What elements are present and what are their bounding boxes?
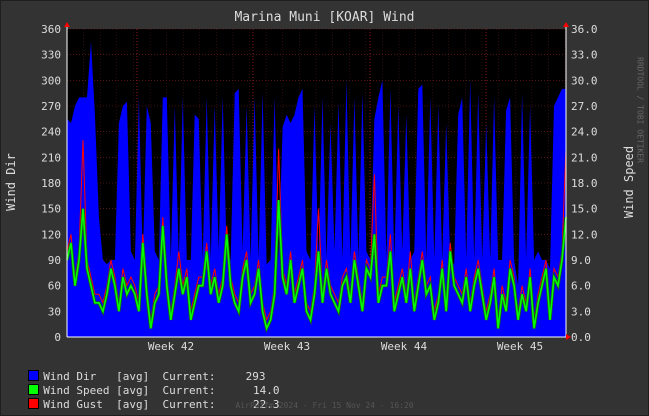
y-tick-label-left: 300	[41, 74, 61, 87]
y-axis-right-arrow-icon	[563, 22, 569, 27]
y-tick-label-left: 330	[41, 49, 61, 62]
x-axis-arrow-icon	[566, 334, 571, 340]
legend-current-value: 14.0	[252, 384, 280, 397]
y-tick-label-left: 240	[41, 126, 61, 139]
y-tick-label-right: 15.0	[571, 203, 598, 216]
x-tick-label: Week 43	[264, 340, 310, 353]
y-axis-left-arrow-icon	[64, 22, 70, 27]
y-tick-label-right: 18.0	[571, 177, 598, 190]
y-tick-label-right: 12.0	[571, 228, 598, 241]
legend-current-value: 293	[245, 370, 266, 383]
chart-title: Marina Muni [KOAR] Wind	[234, 10, 415, 25]
y-tick-label-left: 0	[54, 331, 61, 344]
legend-wind-speed: Wind Speed [avg] Current: 14.0	[15, 371, 279, 397]
y-tick-label-right: 6.0	[571, 280, 591, 293]
y-tick-label-right: 24.0	[571, 126, 598, 139]
y-tick-label-left: 60	[48, 280, 61, 293]
y-tick-label-left: 180	[41, 177, 61, 190]
x-tick-label: Week 45	[497, 340, 543, 353]
y-tick-label-left: 270	[41, 100, 61, 113]
y-tick-label-right: 0.0	[571, 331, 591, 344]
legend-label: Wind Gust [avg]	[43, 398, 150, 411]
series-wind-speed-line	[66, 200, 567, 331]
footer-timestamp: AirPuffm 2024 - Fri 15 Nov 24 - 16:20	[235, 401, 414, 410]
legend-label: Wind Speed [avg]	[43, 384, 150, 397]
legend-wind-dir: Wind Dir [avg] Current: 293	[15, 357, 265, 383]
legend-wind-gust: Wind Gust [avg] Current: 22.3	[15, 385, 279, 411]
legend-swatch-green	[28, 384, 40, 395]
legend-swatch-blue	[28, 370, 40, 381]
legend-swatch-red	[28, 398, 40, 409]
y-tick-label-right: 30.0	[571, 74, 598, 87]
x-tick-label: Week 44	[381, 340, 428, 353]
y-tick-label-left: 210	[41, 151, 61, 164]
series-wind-dir-area	[67, 41, 566, 338]
legend-current-value: 22.3	[252, 398, 280, 411]
y-tick-label-left: 150	[41, 203, 61, 216]
y-tick-label-right: 21.0	[571, 151, 598, 164]
y-tick-label-right: 33.0	[571, 49, 598, 62]
x-tick-label: Week 42	[148, 340, 194, 353]
y-tick-label-right: 9.0	[571, 254, 591, 267]
y-tick-label-right: 36.0	[571, 23, 598, 36]
legend-current-label: Current:	[162, 370, 216, 383]
legend-current-label: Current:	[162, 398, 216, 411]
y-tick-label-left: 90	[48, 254, 61, 267]
y-tick-label-right: 27.0	[571, 100, 598, 113]
y-tick-label-left: 30	[48, 305, 61, 318]
y-tick-label-right: 3.0	[571, 305, 591, 318]
legend-label: Wind Dir [avg]	[43, 370, 150, 383]
legend-current-label: Current:	[162, 384, 216, 397]
y-tick-label-left: 120	[41, 228, 61, 241]
y-tick-label-left: 360	[41, 23, 61, 36]
